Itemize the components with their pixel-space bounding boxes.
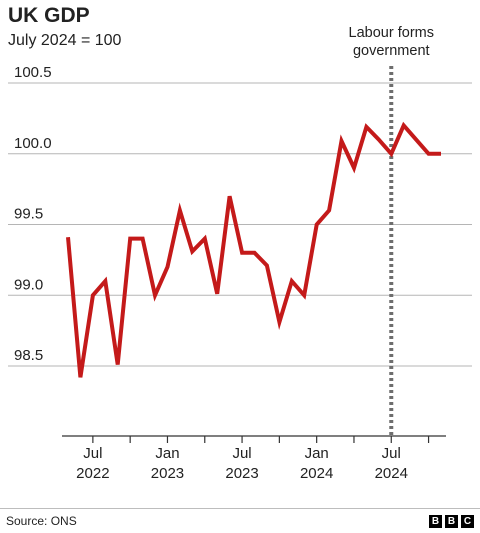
x-tick-label-month: Jul xyxy=(83,445,102,462)
y-tick-label: 100.5 xyxy=(14,64,52,81)
chart-area: 100.5 100.0 99.5 99.0 98.5 Jul 2022 Jan 2023 Jul 2… xyxy=(8,25,472,482)
chart-title: UK GDP xyxy=(8,4,90,27)
x-tick-label-year: 2023 xyxy=(225,465,258,482)
x-tick-label-year: 2024 xyxy=(300,465,333,482)
x-tick-label-month: Jul xyxy=(382,445,401,462)
logo-letter-b2: B xyxy=(445,515,458,528)
logo-letter-b1: B xyxy=(429,515,442,528)
source-note: Source: ONS xyxy=(6,514,77,528)
x-tick-label-month: Jan xyxy=(305,445,329,462)
y-tick-label: 98.5 xyxy=(14,347,43,364)
annotation-label: Labour forms xyxy=(349,25,434,41)
chart-subtitle: July 2024 = 100 xyxy=(8,32,122,49)
y-tick-label: 99.5 xyxy=(14,206,43,223)
x-tick-label-month: Jan xyxy=(155,445,179,462)
gdp-line-chart: 100.5 100.0 99.5 99.0 98.5 Jul 2022 Jan 2023 Jul 2… xyxy=(8,25,472,482)
gdp-series-line xyxy=(66,121,441,378)
x-tick-label-year: 2023 xyxy=(151,465,184,482)
x-tick-label-year: 2022 xyxy=(76,465,109,482)
footer-divider xyxy=(0,508,480,509)
y-tick-label: 100.0 xyxy=(14,135,52,152)
logo-letter-c: C xyxy=(461,515,474,528)
y-tick-label: 99.0 xyxy=(14,276,43,293)
x-tick-label-month: Jul xyxy=(232,445,251,462)
bbc-logo: B B C xyxy=(429,515,474,528)
x-tick-label-year: 2024 xyxy=(375,465,408,482)
annotation-label: government xyxy=(353,43,430,59)
